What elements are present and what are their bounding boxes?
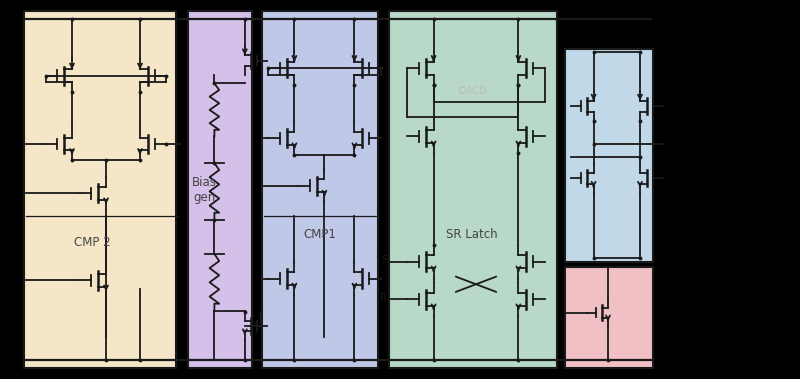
Text: S: S bbox=[381, 255, 387, 265]
Text: R: R bbox=[380, 293, 387, 302]
Bar bbox=[262, 11, 378, 368]
Text: CMP 2: CMP 2 bbox=[74, 236, 110, 249]
Bar bbox=[565, 49, 653, 262]
Bar bbox=[24, 11, 176, 368]
Bar bbox=[389, 11, 557, 368]
Bar bbox=[188, 11, 252, 368]
Text: SR Latch: SR Latch bbox=[446, 229, 498, 241]
Text: Bias
gen: Bias gen bbox=[191, 175, 217, 204]
Bar bbox=[565, 267, 653, 368]
Text: ©ACD: ©ACD bbox=[457, 86, 487, 96]
Text: CMP1: CMP1 bbox=[303, 229, 337, 241]
